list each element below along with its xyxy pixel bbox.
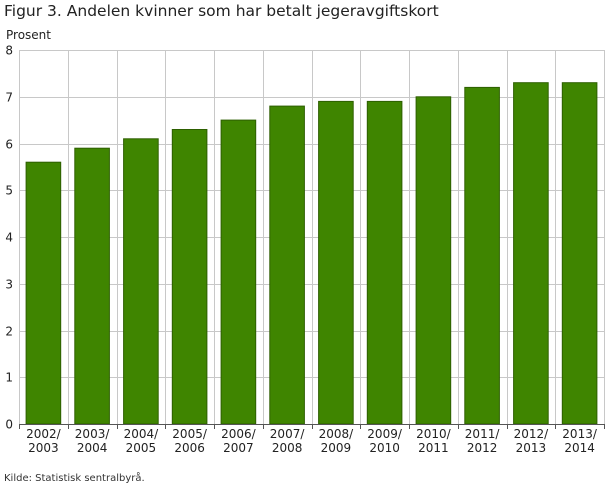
y-tick-label: 3: [5, 278, 13, 292]
x-tick-label: 2002/2003: [26, 427, 62, 455]
x-tick-label: 2011/2012: [465, 427, 501, 455]
bar: [269, 105, 305, 425]
y-tick-label: 2: [5, 325, 13, 339]
x-tick-label: 2007/2008: [270, 427, 306, 455]
y-tick-label: 8: [5, 44, 13, 58]
bar: [561, 82, 598, 425]
x-tick-label: 2004/2005: [124, 427, 160, 455]
bar: [415, 96, 452, 425]
bar: [464, 86, 500, 425]
y-tick-label: 7: [5, 91, 13, 105]
bar: [513, 82, 549, 425]
bar: [74, 147, 110, 425]
x-tick-label: 2009/2010: [367, 427, 403, 455]
source-note: Kilde: Statistisk sentralbyrå.: [4, 473, 145, 484]
bar: [220, 119, 257, 425]
x-tick-label: 2008/2009: [319, 427, 355, 455]
x-tick-label: 2010/2011: [416, 427, 452, 455]
x-tick-label: 2003/2004: [75, 427, 111, 455]
x-tick-label: 2005/2006: [172, 427, 208, 455]
bar: [366, 100, 403, 425]
bar: [171, 129, 208, 425]
x-tick-label: 2013/2014: [562, 427, 598, 455]
bar: [25, 161, 62, 425]
x-tick-label: 2006/2007: [221, 427, 257, 455]
chart-title: Figur 3. Andelen kvinner som har betalt …: [4, 2, 439, 20]
y-tick-label: 6: [5, 138, 13, 152]
x-tick-label: 2012/2013: [514, 427, 550, 455]
y-tick-label: 0: [5, 418, 13, 432]
y-tick-label: 5: [5, 184, 13, 198]
y-axis-label: Prosent: [6, 28, 51, 42]
y-tick-label: 4: [5, 231, 13, 245]
y-tick-label: 1: [5, 371, 13, 385]
bar: [123, 138, 159, 425]
bar: [318, 100, 354, 425]
